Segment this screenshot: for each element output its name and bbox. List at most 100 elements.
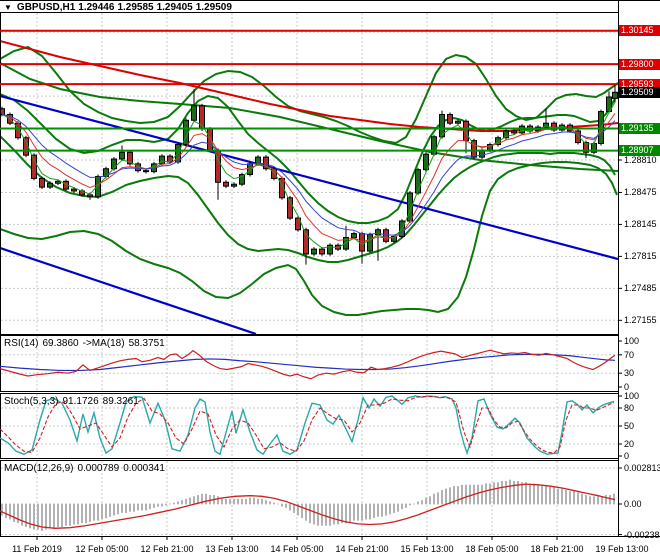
time-axis-label: 15 Feb 13:00 <box>400 544 454 554</box>
candle-body <box>231 183 237 187</box>
candle-body <box>311 248 317 255</box>
rsi-ma-name: ->MA(18) <box>82 338 125 349</box>
candle-body <box>367 234 373 252</box>
rsi-scale-label: 30 <box>624 368 635 379</box>
panel-border <box>0 12 619 335</box>
candle-body <box>263 156 269 170</box>
price-badge: 1.29593 <box>619 78 660 90</box>
candle-body <box>303 229 309 255</box>
symbol-timeframe-label: GBPUSD,H1 <box>16 2 76 13</box>
time-axis-label: 14 Feb 05:00 <box>270 544 324 554</box>
candle-body <box>612 91 618 99</box>
candle-body <box>71 188 77 192</box>
rsi-scale-label: 100 <box>624 336 640 346</box>
macd-signal-value: 0.000341 <box>123 463 165 474</box>
rsi-scale-label: 70 <box>624 349 635 360</box>
candle-body <box>471 140 477 158</box>
time-axis-label: 18 Feb 05:00 <box>465 544 519 554</box>
candle-body <box>391 236 397 242</box>
candle-body <box>439 113 445 138</box>
time-axis-label: 19 Feb 13:00 <box>595 544 649 554</box>
rsi-value: 69.3860 <box>42 338 79 349</box>
price-axis-label: 1.27815 <box>624 251 657 262</box>
stoch-scale-label: 20 <box>624 439 635 449</box>
candle-body <box>511 130 517 134</box>
bollinger-band-inner_lower <box>1 135 616 263</box>
candle-body <box>47 182 53 188</box>
price-badge: 1.30145 <box>619 25 660 37</box>
candle-body <box>551 122 557 131</box>
price-badge: 1.29135 <box>619 123 660 135</box>
candle-body <box>31 154 37 179</box>
candle-body <box>359 233 365 252</box>
candle-body <box>271 168 277 179</box>
long-ma-green <box>1 62 618 172</box>
candle-body <box>543 122 549 128</box>
stoch-scale-label: 50 <box>624 421 635 431</box>
panel-border <box>0 335 619 392</box>
price-axis-label: 1.28810 <box>624 155 657 165</box>
rsi-name: RSI(14) <box>4 338 39 349</box>
fast-ma <box>1 102 616 249</box>
price-axis-label: 1.28145 <box>624 219 657 230</box>
price-axis-label: 1.27485 <box>624 283 657 294</box>
stoch-scale-label: 80 <box>624 403 635 413</box>
macd-value: 0.000789 <box>77 463 120 474</box>
candle-body <box>119 151 125 160</box>
fast-ma <box>1 113 616 243</box>
candle-body <box>55 180 61 184</box>
trendline-blue-0 <box>1 95 618 261</box>
time-axis-label: 14 Feb 21:00 <box>335 544 389 554</box>
candle-body <box>447 113 453 124</box>
candle-body <box>575 130 581 144</box>
macd-scale-label: -0.002388 <box>624 529 660 540</box>
price-axis-label: 1.27155 <box>624 315 657 326</box>
time-axis-label: 18 Feb 21:00 <box>530 544 584 554</box>
candle-body <box>87 194 93 198</box>
panel-border <box>0 460 619 537</box>
ohlc-low: 1.29405 <box>156 2 193 13</box>
candle-body <box>327 244 333 255</box>
stoch-d-line <box>0 396 615 454</box>
stoch-scale-label: 0 <box>624 451 630 461</box>
macd-scale-label: 0.00 <box>624 499 642 509</box>
fast-ma <box>1 113 616 236</box>
candle-body <box>503 130 509 139</box>
macd-name: MACD(12,26,9) <box>4 463 74 474</box>
price-badge: 1.29509 <box>619 86 660 98</box>
candle-body <box>127 151 133 165</box>
candle-body <box>191 105 197 121</box>
candle-body <box>143 170 149 173</box>
macd-indicator-label: MACD(12,26,9) 0.000789 0.000341 <box>4 463 169 474</box>
macd-signal-line <box>0 483 616 529</box>
candle-body <box>583 142 589 153</box>
bollinger-band-inner_upper <box>1 92 618 224</box>
candle-body <box>343 236 349 250</box>
ohlc-open: 1.29446 <box>78 2 115 13</box>
candle-body <box>207 128 213 151</box>
stochastic-indicator-label: Stoch(5,3,3) 91.1726 89.3261 <box>4 396 143 407</box>
candle-body <box>383 229 389 242</box>
candle-body <box>295 217 301 231</box>
rsi-ma-value: 58.3751 <box>128 338 165 349</box>
chart-title-bar: ▼ GBPUSD,H1 1.29446 1.29585 1.29405 1.29509 <box>4 2 235 13</box>
candle-body <box>455 120 461 124</box>
stoch-d-value: 89.3261 <box>102 396 139 407</box>
rsi-line <box>0 349 616 380</box>
time-axis-label: 12 Feb 21:00 <box>140 544 194 554</box>
stoch-name: Stoch(5,3,3) <box>4 396 59 407</box>
time-axis-label: 12 Feb 05:00 <box>75 544 129 554</box>
candle-body <box>239 174 245 185</box>
symbol-dropdown-icon[interactable]: ▼ <box>4 3 12 12</box>
candle-body <box>495 137 501 146</box>
price-badge: 1.29800 <box>619 58 660 70</box>
stoch-scale-label: 100 <box>624 391 640 401</box>
rsi-indicator-label: RSI(14) 69.3860 ->MA(18) 58.3751 <box>4 338 169 349</box>
price-axis-label: 1.28475 <box>624 187 657 198</box>
ohlc-close: 1.29509 <box>195 2 232 13</box>
rsi-scale-label: 0 <box>624 382 630 392</box>
time-axis-label: 13 Feb 13:00 <box>205 544 259 554</box>
time-axis-label: 11 Feb 2019 <box>12 544 62 554</box>
